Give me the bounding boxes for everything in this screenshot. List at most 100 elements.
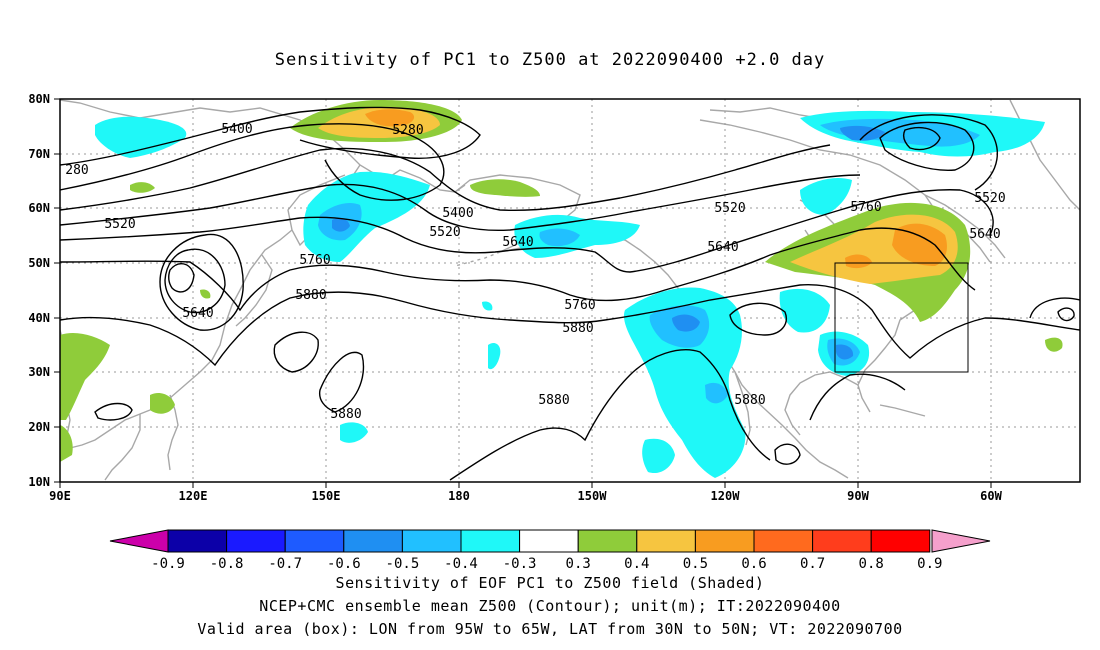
contour-5400 (60, 123, 445, 201)
contour-label: 5520 (429, 225, 460, 240)
contour-label: 5640 (969, 227, 1000, 242)
contour-label: 5520 (104, 217, 135, 232)
caption-line-3: Valid area (box): LON from 95W to 65W, L… (197, 620, 903, 638)
colorbar-cell (519, 529, 579, 553)
contour-5760a (60, 227, 976, 312)
coast-aleutians (454, 251, 501, 267)
colorbar-label: -0.3 (503, 556, 537, 572)
colorbar-label: 0.7 (800, 556, 825, 572)
colorbar-label: 0.3 (566, 556, 591, 572)
colorbar-high-arrow (931, 529, 991, 553)
shade-negative-pacific (623, 287, 746, 478)
coast-indochina (104, 414, 141, 481)
colorbar-label: 0.4 (624, 556, 649, 572)
lon-labels: 90E 120E 150E 180 150W 120W 90W 60W (49, 489, 1002, 503)
contour-label: 5880 (562, 321, 593, 336)
lon-label-120w: 120W (711, 489, 741, 503)
colorbar-cell (401, 529, 462, 553)
lat-label-60n: 60N (28, 201, 50, 215)
lon-label-150e: 150E (312, 489, 341, 503)
colorbar-cell (812, 529, 872, 553)
lat-label-20n: 20N (28, 420, 50, 434)
contour-label: 5760 (564, 298, 595, 313)
lon-label-90e: 90E (49, 489, 71, 503)
coast-japan (235, 254, 273, 327)
colorbar-cell (460, 529, 521, 553)
contour-5880a (60, 284, 1080, 367)
colorbar-label: -0.7 (268, 556, 302, 572)
tick-marks (54, 98, 992, 488)
colorbar-label: 0.5 (683, 556, 708, 572)
lat-label-70n: 70N (28, 147, 50, 161)
lat-label-30n: 30N (28, 365, 50, 379)
map-title: Sensitivity of PC1 to Z500 at 2022090400… (274, 50, 826, 70)
coast-gulf (784, 371, 859, 436)
contour-label: 5880 (734, 393, 765, 408)
lat-labels: 80N 70N 60N 50N 40N 30N 20N 10N (28, 92, 50, 489)
colorbar-label: 0.6 (741, 556, 766, 572)
plot-frame (59, 98, 1081, 483)
colorbar-cell (343, 529, 403, 553)
colorbar-cell (577, 529, 638, 553)
colorbar-label: 0.9 (917, 556, 942, 572)
coast-okhotsk-korea (199, 229, 293, 373)
contour-label: 5760 (850, 200, 881, 215)
colorbar-cell (226, 529, 286, 553)
lat-label-40n: 40N (28, 311, 50, 325)
contour-low-center (167, 263, 195, 293)
valid-area-box (834, 262, 969, 373)
caption-line-1: Sensitivity of EOF PC1 to Z500 field (Sh… (335, 574, 765, 592)
coast-china (60, 371, 201, 453)
lon-label-60w: 60W (980, 489, 1002, 503)
colorbar-label: -0.8 (210, 556, 244, 572)
contour-label: 5640 (502, 235, 533, 250)
contour-5640a (60, 189, 994, 273)
colorbar-label: -0.4 (444, 556, 478, 572)
contour-label: 280 (65, 163, 88, 178)
contour-label: 5520 (714, 201, 745, 216)
contour-5520b (60, 174, 861, 232)
coast-philippines (167, 394, 179, 471)
coast-baja (734, 371, 751, 446)
caption-line-2: NCEP+CMC ensemble mean Z500 (Contour); u… (259, 597, 841, 615)
contour-label: 5880 (330, 407, 361, 422)
coast-greenland (1009, 99, 1080, 211)
contour-labels: 5400 5280 280 5520 5400 5520 5640 5520 5… (65, 122, 1005, 422)
colorbar-label: -0.9 (151, 556, 185, 572)
colorbar-cell (284, 529, 345, 553)
z500-contours (60, 106, 1080, 481)
colorbar-label: -0.6 (327, 556, 361, 572)
lat-label-50n: 50N (28, 256, 50, 270)
shade-positive-india (60, 333, 110, 420)
lat-label-80n: 80N (28, 92, 50, 106)
lon-label-180: 180 (448, 489, 470, 503)
colorbar-label: -0.5 (386, 556, 420, 572)
colorbar-cell (636, 529, 696, 553)
colorbar-low-arrow (109, 529, 169, 553)
contour-label: 5400 (221, 122, 252, 137)
grid-lines (60, 99, 1080, 482)
contour-label: 5880 (538, 393, 569, 408)
contour-label: 5640 (182, 306, 213, 321)
coast-cuba (879, 404, 926, 417)
colorbar-cell (870, 529, 931, 553)
lon-label-150w: 150W (578, 489, 608, 503)
contour-label: 5520 (974, 191, 1005, 206)
colorbar-cell (167, 529, 228, 553)
contour-5880-subtropic (449, 349, 771, 481)
contour-label: 5280 (392, 123, 423, 138)
lon-label-90w: 90W (847, 489, 869, 503)
contour-label: 5760 (299, 253, 330, 268)
lat-label-10n: 10N (28, 475, 50, 489)
sensitivity-shading (60, 100, 1063, 478)
contour-5280 (60, 106, 481, 166)
colorbar-cell (753, 529, 814, 553)
contour-label: 5880 (295, 288, 326, 303)
colorbar-cell (694, 529, 755, 553)
colorbar: -0.9 -0.8 -0.7 -0.6 -0.5 -0.4 -0.3 0.3 0.4 0.5 0.6… (109, 529, 991, 572)
contour-5520a (60, 144, 831, 212)
lon-label-120e: 120E (179, 489, 208, 503)
coast-arctic-canada (699, 119, 1006, 259)
colorbar-label: 0.8 (859, 556, 884, 572)
